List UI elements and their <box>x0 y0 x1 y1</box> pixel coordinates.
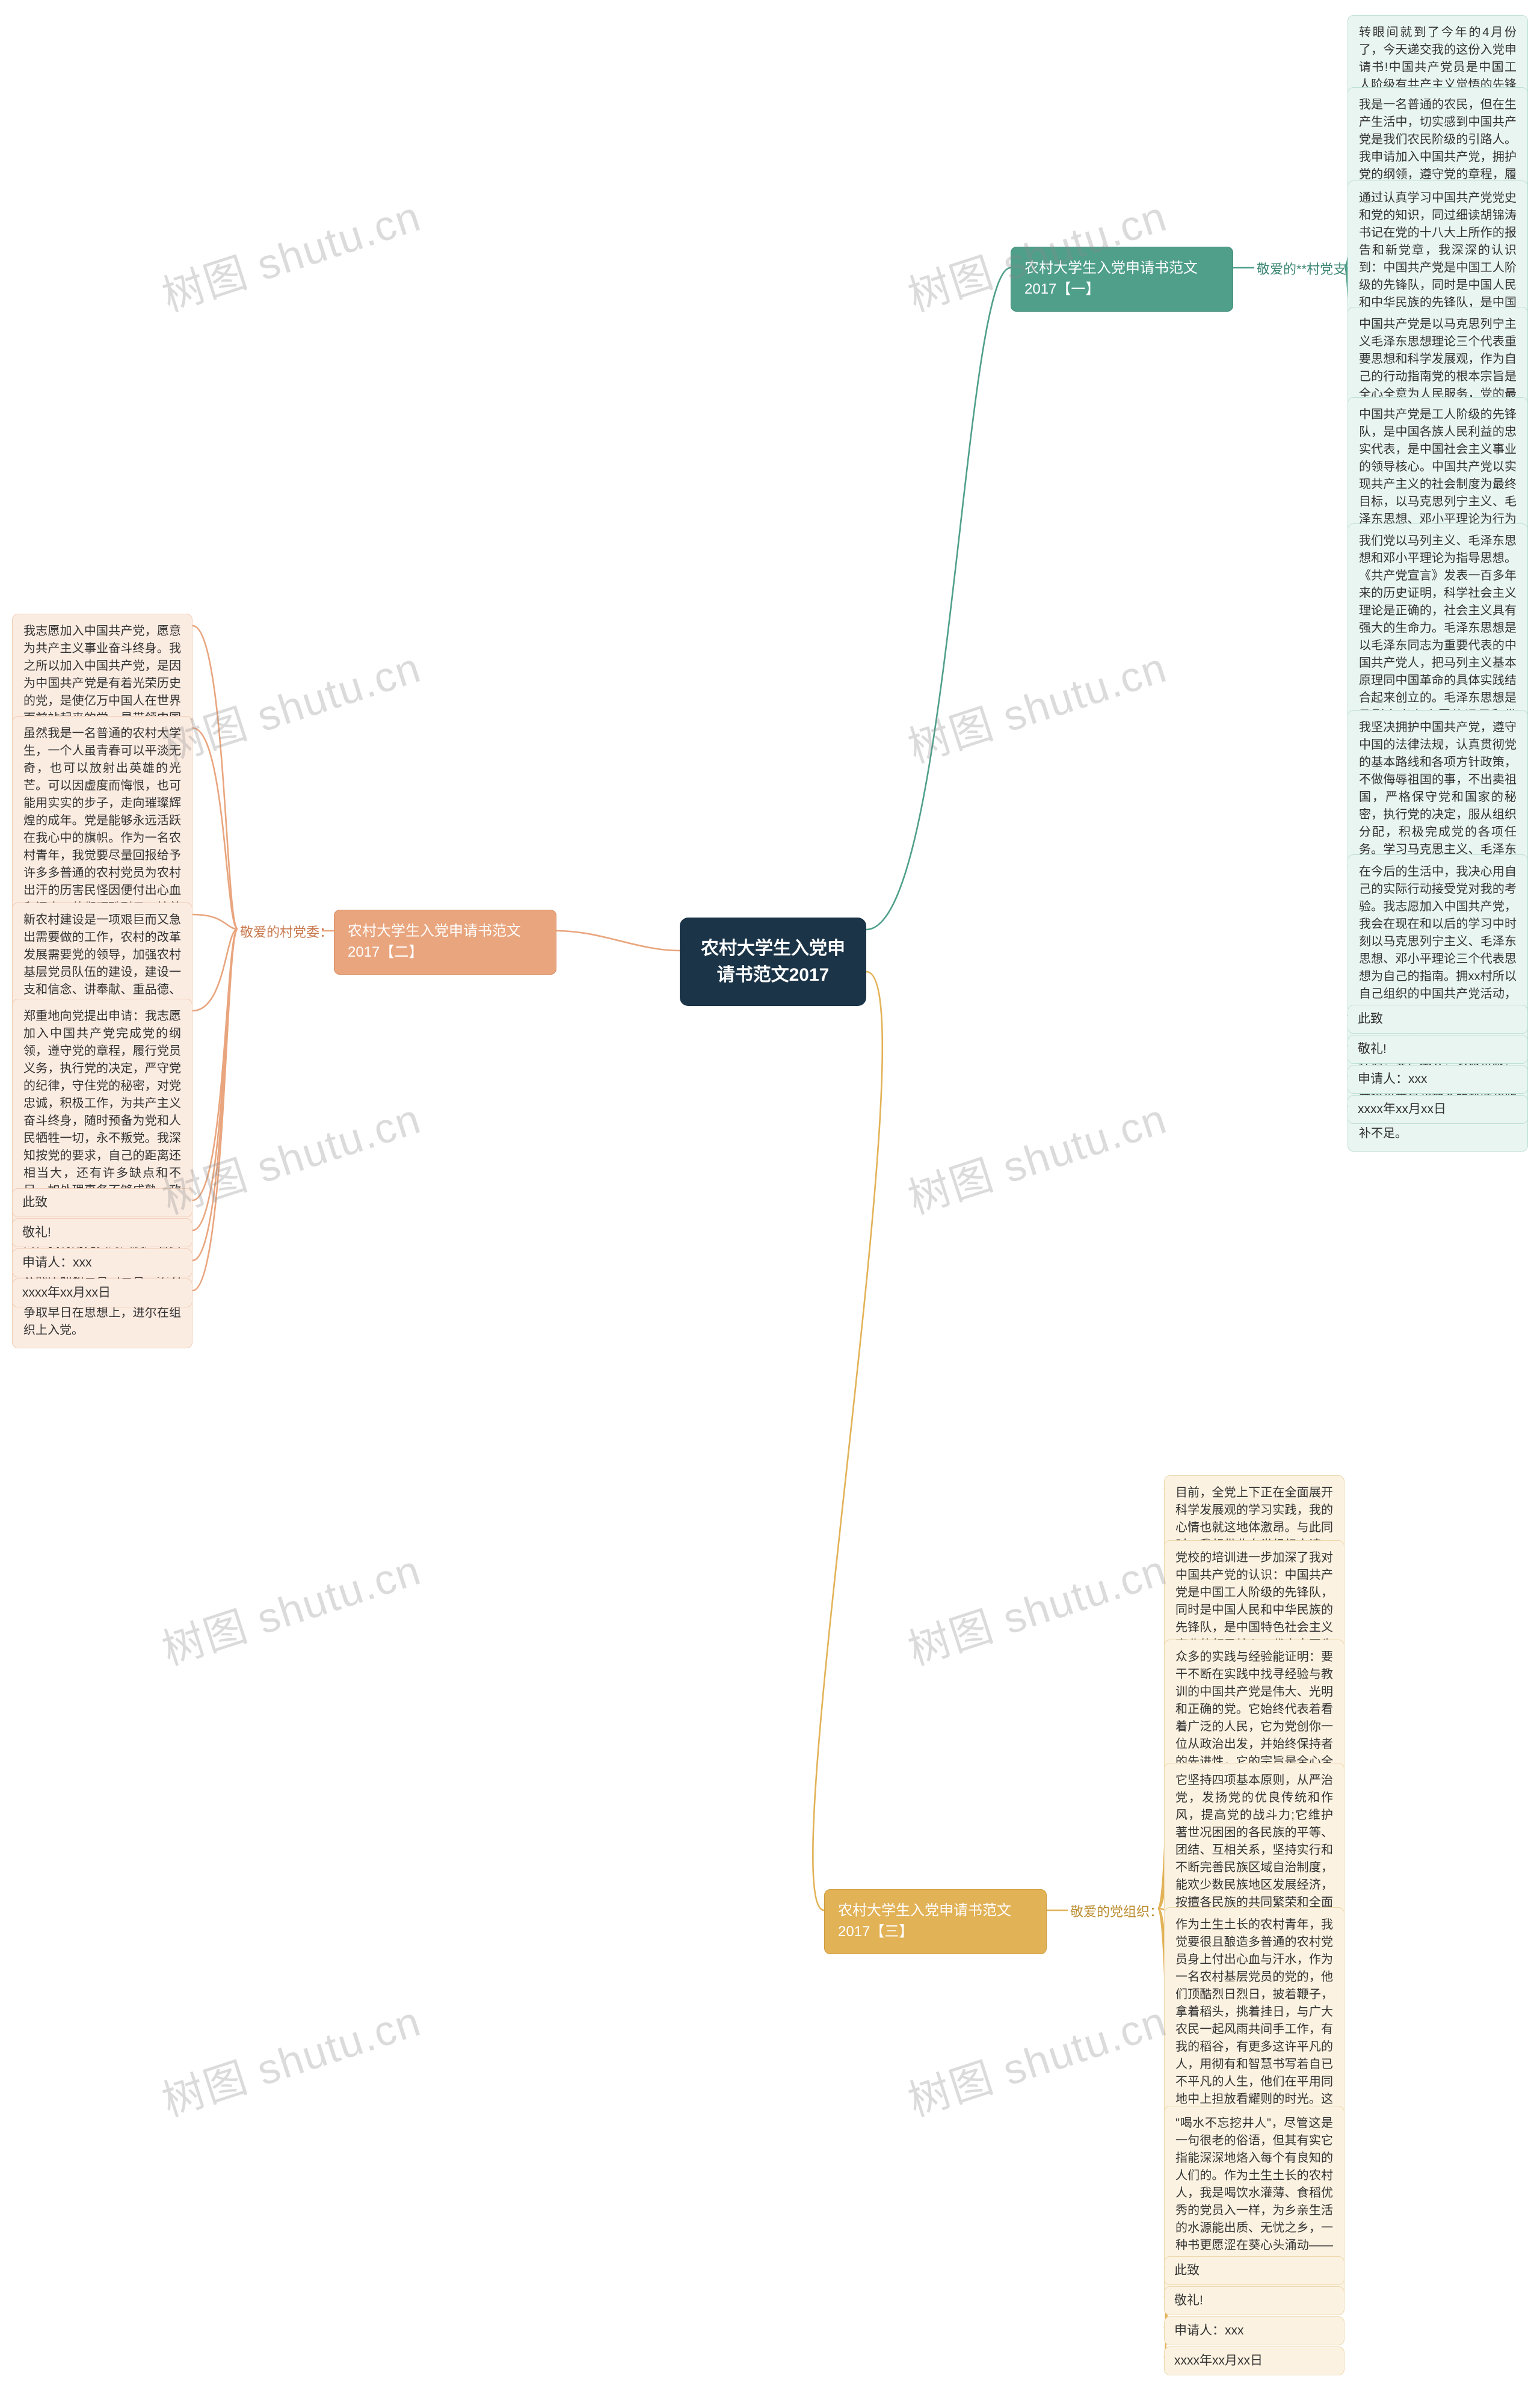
connector-leaf-two-5 <box>192 929 238 1230</box>
leaf-one-8[interactable]: 此致 <box>1348 1005 1528 1034</box>
watermark: 树图 shutu.cn <box>153 1537 427 1677</box>
watermark: 树图 shutu.cn <box>153 183 427 324</box>
connector-leaf-two-3 <box>192 929 238 1011</box>
leaf-one-9[interactable]: 敬礼! <box>1348 1035 1528 1064</box>
leaf-three-6[interactable]: 此致 <box>1164 2256 1344 2285</box>
watermark: 树图 shutu.cn <box>899 634 1173 775</box>
section-node-two[interactable]: 农村大学生入党申请书范文2017【二】 <box>334 910 556 975</box>
leaf-three-9[interactable]: xxxx年xx月xx日 <box>1164 2346 1344 2375</box>
watermark: 树图 shutu.cn <box>899 1085 1173 1226</box>
sublabel-three: 敬爱的党组织： <box>1068 1900 1165 1924</box>
watermark: 树图 shutu.cn <box>899 1988 1173 2129</box>
main-connector-1 <box>556 931 680 951</box>
leaf-two-4[interactable]: 此致 <box>12 1188 192 1217</box>
connector-leaf-two-6 <box>192 929 238 1260</box>
leaf-three-7[interactable]: 敬礼! <box>1164 2286 1344 2315</box>
watermark: 树图 shutu.cn <box>153 634 427 775</box>
leaf-two-5[interactable]: 敬礼! <box>12 1218 192 1247</box>
watermark: 树图 shutu.cn <box>153 1988 427 2129</box>
section-node-one[interactable]: 农村大学生入党申请书范文2017【一】 <box>1011 247 1233 312</box>
connector-leaf-two-2 <box>192 915 238 929</box>
leaf-three-8[interactable]: 申请人：xxx <box>1164 2316 1344 2345</box>
leaf-one-10[interactable]: 申请人：xxx <box>1348 1065 1528 1094</box>
main-connector-0 <box>866 268 1011 930</box>
sublabel-two: 敬爱的村党委： <box>238 921 335 945</box>
leaf-two-7[interactable]: xxxx年xx月xx日 <box>12 1279 192 1307</box>
root-node[interactable]: 农村大学生入党申请书范文2017 <box>680 918 866 1006</box>
connector-leaf-two-0 <box>192 626 238 929</box>
section-node-three[interactable]: 农村大学生入党申请书范文2017【三】 <box>824 1889 1047 1954</box>
leaf-one-11[interactable]: xxxx年xx月xx日 <box>1348 1095 1528 1124</box>
leaf-two-6[interactable]: 申请人：xxx <box>12 1248 192 1277</box>
watermark: 树图 shutu.cn <box>899 1537 1173 1677</box>
connector-leaf-two-7 <box>192 929 238 1291</box>
connector-leaf-two-1 <box>192 728 238 929</box>
main-connector-2 <box>813 972 882 1910</box>
connector-leaf-two-4 <box>192 929 238 1200</box>
watermark: 树图 shutu.cn <box>153 1085 427 1226</box>
